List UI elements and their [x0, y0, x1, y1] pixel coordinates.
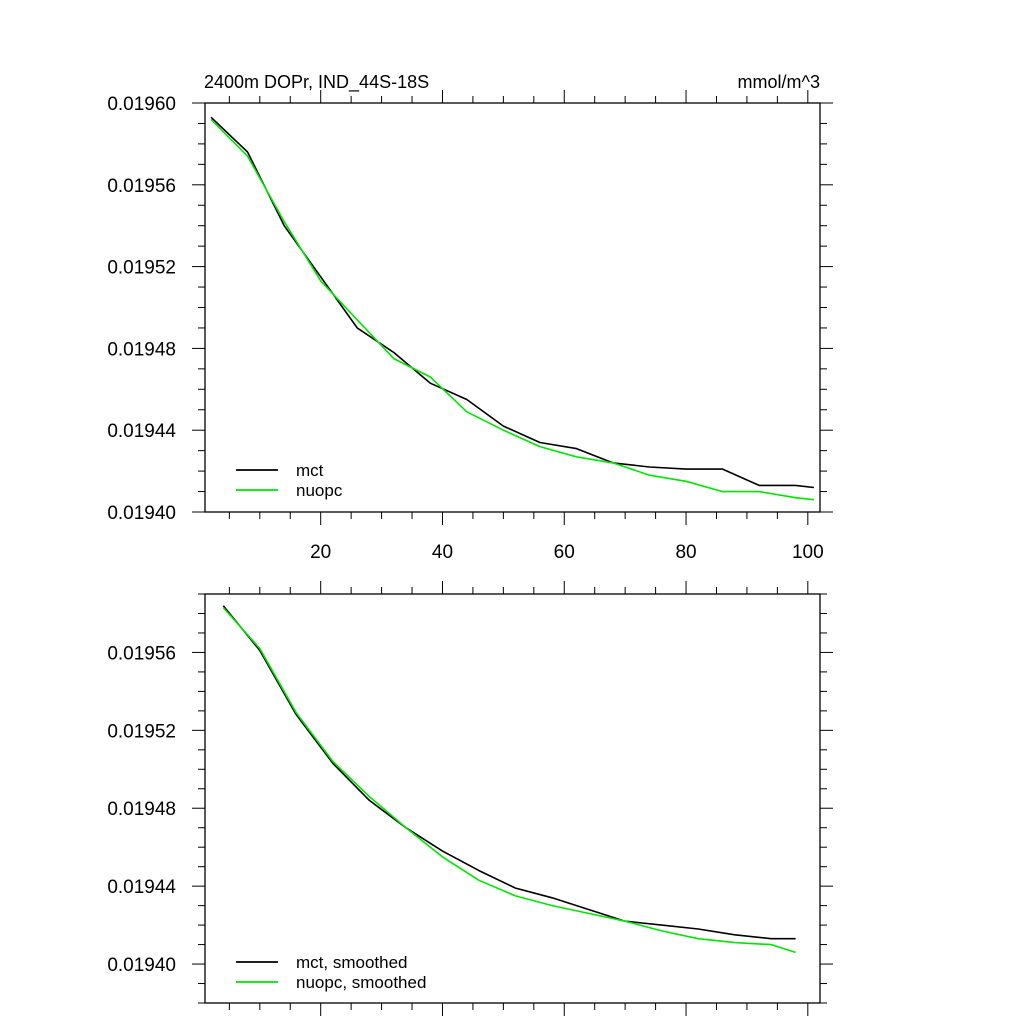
- chart-title: 2400m DOPr, IND_44S-18S: [204, 72, 429, 93]
- top-x-tick-labels: 20 40 60 80 100: [310, 542, 824, 563]
- top-y-tick-label: 0.01948: [107, 339, 176, 360]
- top-y-tick-label: 0.01960: [107, 94, 176, 115]
- legend-label-mct: mct: [296, 461, 324, 480]
- top-x-tick-label: 100: [792, 542, 824, 563]
- units-label: mmol/m^3: [738, 72, 820, 92]
- top-ticks: [192, 90, 833, 525]
- top-y-tick-label: 0.01952: [107, 258, 176, 279]
- bottom-y-tick-label: 0.01952: [107, 721, 176, 742]
- bottom-series-mct-smoothed: [222, 605, 796, 940]
- legend-label-mct-smoothed: mct, smoothed: [296, 953, 408, 972]
- top-series-nuopc: [210, 118, 814, 501]
- bottom-legend: mct, smoothed nuopc, smoothed: [236, 953, 426, 992]
- bottom-y-tick-labels: 0.01940 0.01944 0.01948 0.01952 0.01956: [107, 643, 176, 976]
- bottom-y-tick-label: 0.01948: [107, 799, 176, 820]
- bottom-y-tick-label: 0.01940: [107, 955, 176, 976]
- top-x-tick-label: 20: [310, 542, 331, 563]
- bottom-series-lines: [222, 605, 796, 954]
- top-y-tick-labels: 0.01940 0.01944 0.01948 0.01952 0.01956 0.019…: [107, 94, 176, 524]
- legend-label-nuopc: nuopc: [296, 481, 343, 500]
- bottom-plot-frame: [204, 593, 821, 1004]
- top-x-tick-label: 40: [432, 542, 453, 563]
- bottom-series-nuopc-smoothed: [222, 607, 796, 954]
- top-y-tick-label: 0.01940: [107, 503, 176, 524]
- top-legend: mct nuopc: [236, 461, 343, 500]
- top-y-tick-label: 0.01956: [107, 176, 176, 197]
- top-panel: 2400m DOPr, IND_44S-18S mmol/m^3 0.01940…: [107, 72, 833, 563]
- top-series-mct: [210, 116, 814, 489]
- top-x-tick-label: 80: [675, 542, 696, 563]
- legend-label-nuopc-smoothed: nuopc, smoothed: [296, 973, 426, 992]
- bottom-ticks: [192, 581, 833, 1016]
- top-plot-frame: [204, 102, 821, 513]
- bottom-panel: 0.01940 0.01944 0.01948 0.01952 0.01956 mct,…: [107, 581, 833, 1016]
- top-series-lines: [210, 116, 814, 501]
- top-x-tick-label: 60: [554, 542, 575, 563]
- top-y-tick-label: 0.01944: [107, 421, 176, 442]
- bottom-y-tick-label: 0.01956: [107, 643, 176, 664]
- bottom-y-tick-label: 0.01944: [107, 877, 176, 898]
